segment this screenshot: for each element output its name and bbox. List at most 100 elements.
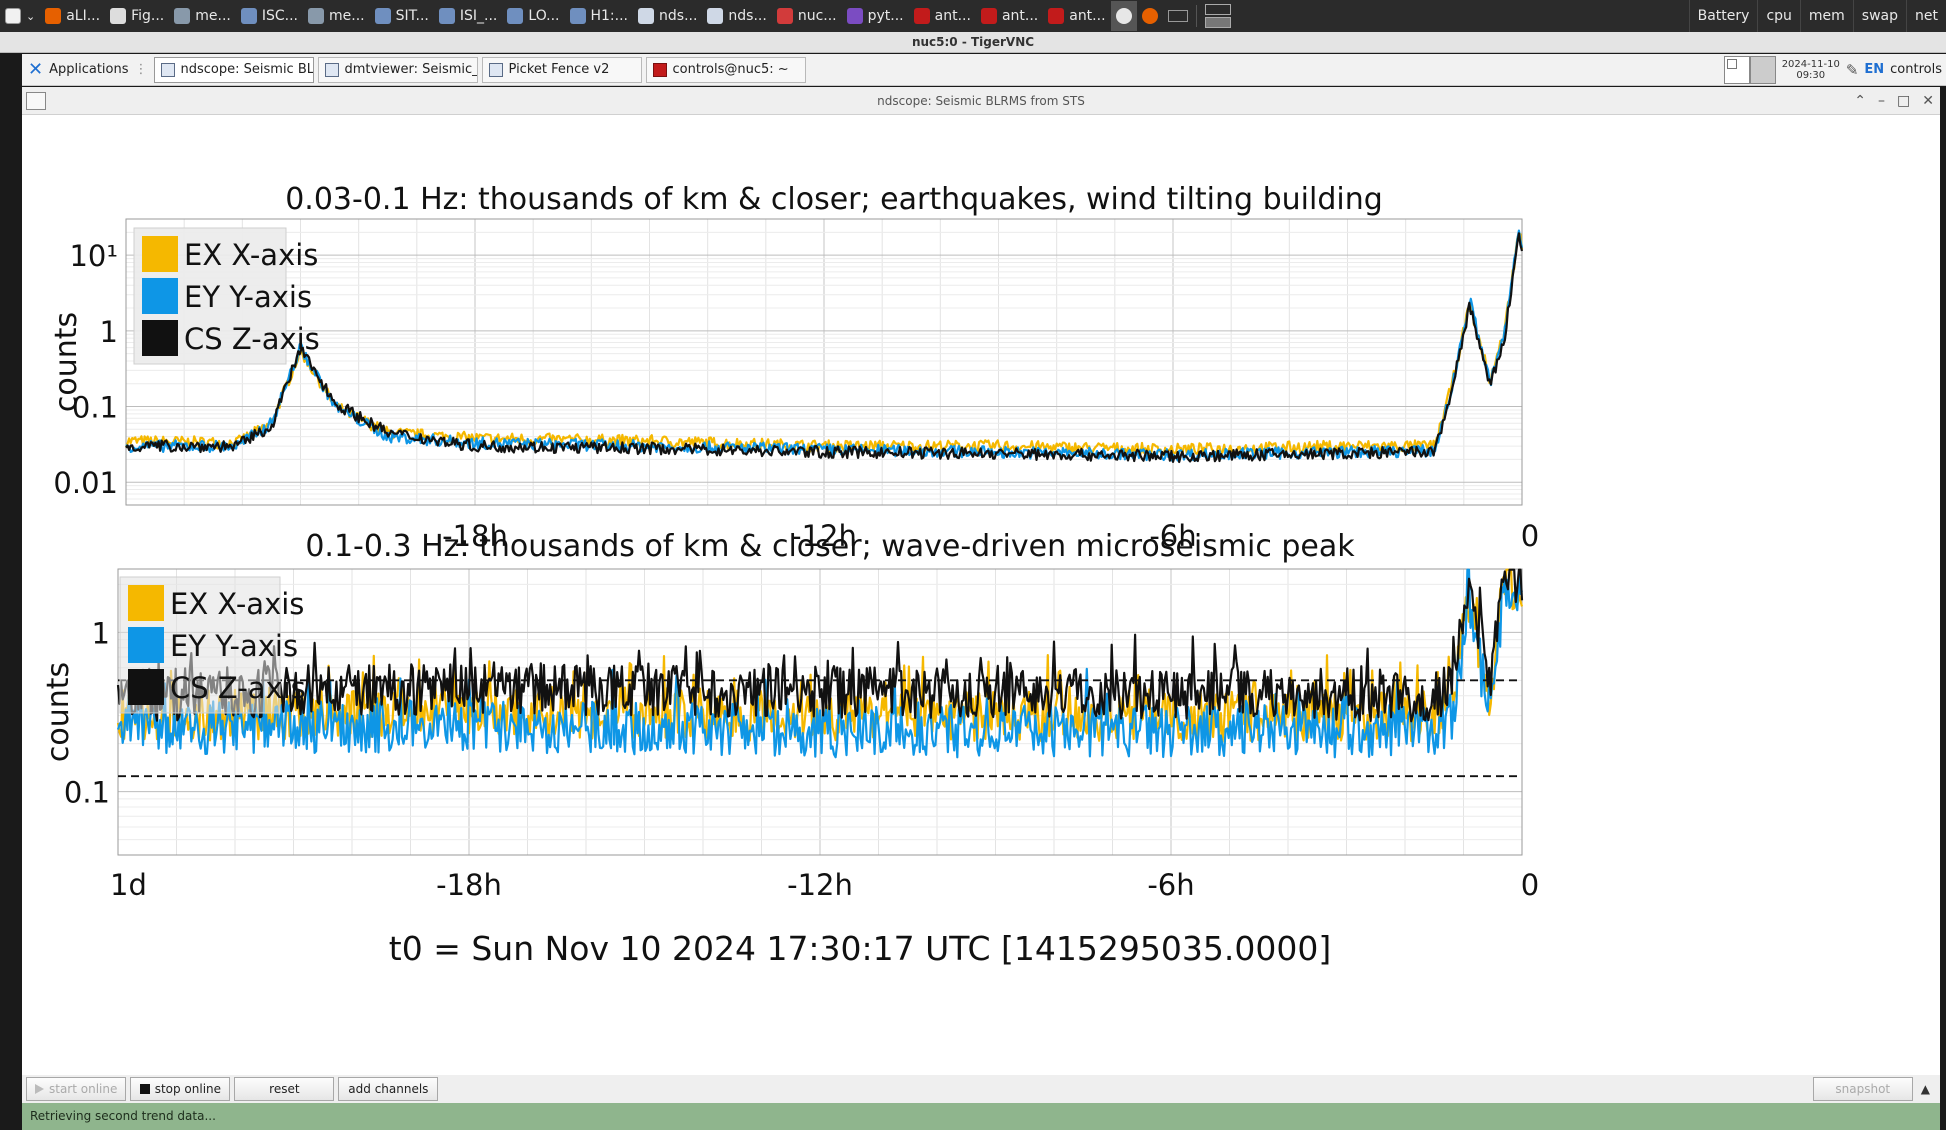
clock-time: 09:30 [1796, 69, 1826, 81]
window-icon [324, 62, 339, 77]
taskbar-item-label: H1:... [590, 8, 629, 24]
taskbar-item-label: nds... [659, 8, 698, 24]
taskbar-item[interactable]: aLI... [40, 1, 105, 31]
taskbar-item[interactable]: nuc... [772, 1, 842, 31]
x-tick-label: 1d [110, 868, 147, 902]
y-tick-label: 0.1 [64, 776, 110, 810]
plot-area[interactable]: 0.01 0.1 1 10¹ -18h -12h -6h 0 0.03-0.1 Hz: thou… [22, 115, 1940, 1040]
panel-tasks: ndscope: Seismic BLRMS f... dmtviewer: Se… [153, 54, 810, 86]
plot-title: 0.03-0.1 Hz: thousands of km & closer; e… [285, 182, 1383, 217]
taskbar-separator [1195, 5, 1197, 27]
workspace-1[interactable] [1204, 4, 1231, 15]
legend[interactable]: EX X-axis EY Y-axis CS Z-axis [133, 227, 320, 365]
taskbar-item[interactable]: LO... [502, 1, 564, 31]
window-menu-button[interactable] [26, 92, 46, 110]
taskbar-item[interactable]: ISI_... [434, 1, 503, 31]
series-line [116, 568, 1524, 723]
network-icon[interactable]: ✎ [1845, 60, 1859, 79]
taskbar-item-label: nuc... [797, 8, 837, 24]
series-line [116, 568, 1524, 759]
workspace-1[interactable] [1723, 55, 1750, 84]
taskbar-item[interactable]: pyt... [842, 1, 909, 31]
panel-task[interactable]: Picket Fence v2 [481, 56, 642, 83]
panel-task[interactable]: ndscope: Seismic BLRMS f... [153, 56, 314, 83]
x-tick-label: -18h [442, 519, 508, 553]
taskbar-item-label: ant... [1001, 8, 1039, 24]
plot-title: 0.1-0.3 Hz: thousands of km & closer; wa… [305, 529, 1355, 564]
stop-online-button[interactable]: stop online [130, 1077, 231, 1101]
taskbar-item[interactable]: ant... [909, 1, 976, 31]
start-online-button[interactable]: start online [26, 1077, 127, 1101]
taskbar-item-blank[interactable] [1163, 1, 1193, 31]
taskbar-item[interactable]: Fig... [105, 1, 169, 31]
taskbar-item[interactable]: nds... [702, 1, 771, 31]
legend[interactable]: EX X-axis EY Y-axis CS Z-axis [119, 576, 306, 714]
x-tick-label: 0 [1521, 519, 1539, 553]
y-tick-label: 1 [100, 315, 118, 349]
start-online-label: start online [49, 1082, 118, 1096]
button-bar: start online stop online reset add chann… [22, 1075, 1940, 1103]
ndscope-title: ndscope: Seismic BLRMS from STS [877, 94, 1085, 108]
close-icon[interactable]: ✕ [1922, 93, 1934, 109]
taskbar-item[interactable]: H1:... [565, 1, 634, 31]
tray-cpu[interactable]: cpu [1757, 0, 1799, 32]
minimize-icon[interactable]: – [1878, 93, 1886, 109]
taskbar-item-label: me... [329, 8, 365, 24]
taskbar-item-label: ant... [1069, 8, 1106, 24]
taskbar-item[interactable]: ant... [976, 1, 1043, 31]
taskbar-item-label: ISI_... [459, 8, 498, 24]
panel-task[interactable]: controls@nuc5: ~ [645, 56, 806, 83]
ndscope-titlebar: ndscope: Seismic BLRMS from STS ⌃ – □ ✕ [22, 87, 1940, 115]
status-bar: Retrieving second trend data... [22, 1103, 1940, 1130]
workspace-switcher[interactable] [1200, 1, 1236, 31]
applications-menu[interactable]: ✕ Applications ⋮ [22, 54, 154, 86]
plot-2[interactable]: 0.1 1 1d -18h -12h -6h 0 0.1-0.3 Hz: thousands … [41, 529, 1539, 902]
window-icon [374, 8, 391, 24]
taskbar-item[interactable]: me... [169, 1, 236, 31]
terminal-icon [1048, 8, 1065, 24]
panel-clock[interactable]: 2024-11-10 09:30 [1782, 59, 1840, 81]
workspace-pager[interactable] [1723, 55, 1776, 84]
taskbar-item-active[interactable] [1110, 1, 1137, 31]
window-icon [507, 8, 524, 24]
edit-launcher[interactable]: ⌄ [0, 1, 40, 31]
tray-battery[interactable]: Battery [1688, 0, 1758, 32]
workspace-2[interactable] [1749, 55, 1776, 84]
taskbar-item[interactable]: nds... [633, 1, 702, 31]
user-name[interactable]: controls [1890, 62, 1942, 77]
terminal-x-icon [846, 8, 863, 24]
window-outline-icon [1167, 10, 1188, 22]
legend-label: EY Y-axis [170, 629, 298, 663]
taskbar-item-label: aLI... [66, 8, 101, 24]
x-tick-label: -12h [787, 868, 853, 902]
shade-icon[interactable]: ⌃ [1854, 93, 1867, 109]
plot-1[interactable]: 0.01 0.1 1 10¹ -18h -12h -6h 0 0.03-0.1 Hz: thou… [49, 182, 1539, 553]
tray-net[interactable]: net [1906, 0, 1946, 32]
taskbar-item[interactable]: me... [303, 1, 370, 31]
panel-task[interactable]: dmtviewer: Seismic_FOM_... [317, 56, 478, 83]
taskbar-item-label: ant... [934, 8, 971, 24]
window-icon [438, 8, 455, 24]
taskbar-item[interactable]: ant... [1043, 1, 1110, 31]
expand-up-icon[interactable]: ▲ [1920, 1082, 1930, 1096]
maximize-icon[interactable]: □ [1897, 93, 1911, 109]
legend-swatch [142, 320, 178, 356]
tray-mem[interactable]: mem [1799, 0, 1853, 32]
clock-date: 2024-11-10 [1781, 58, 1840, 70]
x-tick-label: -12h [791, 519, 857, 553]
keyboard-layout[interactable]: EN [1864, 62, 1885, 77]
window-icon [638, 8, 655, 24]
window-icon [569, 8, 586, 24]
tray-swap[interactable]: swap [1852, 0, 1906, 32]
reset-button[interactable]: reset [234, 1077, 335, 1101]
y-tick-label: 0.1 [72, 391, 118, 425]
stop-online-label: stop online [154, 1082, 222, 1096]
snapshot-group: snapshot ▲ [1812, 1077, 1940, 1101]
taskbar-item[interactable]: ISC... [236, 1, 303, 31]
snapshot-label: snapshot [1835, 1082, 1891, 1096]
add-channels-button[interactable]: add channels [338, 1077, 439, 1101]
workspace-2[interactable] [1204, 17, 1231, 28]
taskbar-item[interactable]: SIT... [370, 1, 434, 31]
taskbar-item-browser[interactable] [1137, 1, 1163, 31]
snapshot-button[interactable]: snapshot [1812, 1077, 1913, 1101]
